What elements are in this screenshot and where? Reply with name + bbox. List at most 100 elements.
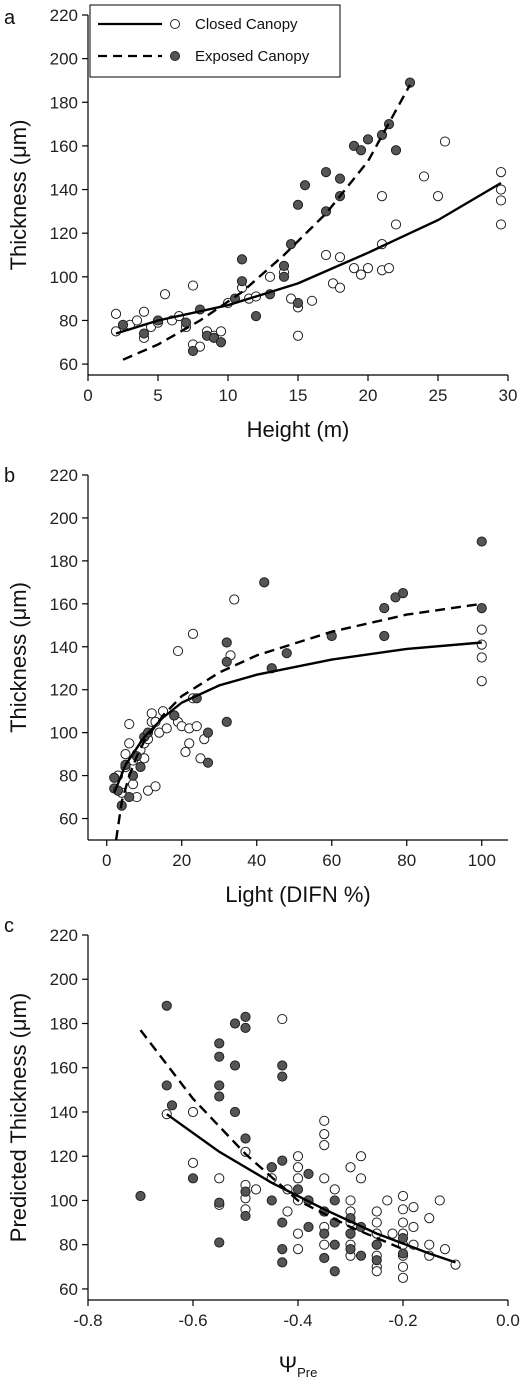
panel-a-closed-point [264,271,276,282]
panel-b-closed-fit-line [113,641,482,794]
legend-exposed-label: Exposed Canopy [195,48,310,65]
panel-c-closed-point [371,1206,382,1217]
panel-a-y-tick-label: 100 [50,268,78,287]
panel-a-y-tick-label: 160 [50,137,78,156]
panel-b-exposed-point [221,656,232,667]
legend-closed-label: Closed Canopy [195,16,298,33]
panel-b-y-tick-label: 220 [50,466,78,485]
panel-a-closed-point [292,330,304,341]
panel-a-closed-point [383,262,395,274]
panel-b-x-tick-label: 60 [322,851,341,870]
panel-a-exposed-point [299,180,311,191]
panel-c-closed-point [397,1261,409,1272]
panel-b-exposed-point [476,603,487,614]
panel-b-exposed-point [202,757,214,768]
panel-b-exposed-fit-line [114,602,482,841]
panel-a-exposed-point [180,317,192,328]
panel-b-exposed-point [202,727,214,738]
panel-c-exposed-point [229,1060,241,1071]
legend-exposed-marker [170,51,180,61]
panel-b-x-tick-label: 0 [102,851,111,870]
panel-b-closed-point [476,652,487,663]
panel-a-closed-point [159,289,171,300]
panel-c-closed-point [371,1217,382,1228]
panel-b-closed-point [120,749,131,760]
panel-c-closed-point [408,1221,419,1233]
panel-a-exposed-fit-line [122,84,412,361]
panel-b-closed-point [476,624,487,635]
panel-c-exposed-point [345,1244,356,1255]
panel-a-y-axis-label: Thickness (μm) [6,120,31,271]
panel-c-closed-point [424,1239,435,1250]
panel-a-y-tick-label: 220 [50,6,78,25]
panel-a-closed-point [131,315,143,326]
panel-a-closed-point [138,306,150,317]
panel-c-y-tick-label: 200 [50,970,78,989]
panel-c-closed-point [387,1228,398,1239]
panel-b-exposed-point [390,592,401,603]
panel-c-y-tick-label: 120 [50,1147,78,1166]
panel-c-x-tick-label: -0.6 [178,1311,207,1330]
panel-b-exposed-point [169,710,180,721]
panel-c-exposed-point [277,1217,288,1228]
panel-b-chart: b 60 80 100 120 140 160 180 200 220 0 20 40 60 80 100 T… [4,465,508,907]
panel-c-y-tick-label: 140 [50,1103,78,1122]
panel-b-y-tick-label: 200 [50,509,78,528]
panel-c-closed-point [292,1151,304,1162]
panel-c-exposed-point [371,1239,382,1250]
panel-c-closed-fit-line [166,1113,456,1264]
panel-c-x-tick-label: 0.0 [496,1311,520,1330]
panel-c-exposed-point [214,1091,225,1102]
panel-a-x-tick-label: 25 [429,386,448,405]
panel-a-x-tick-label: 15 [289,386,308,405]
panel-c-exposed-point [161,1080,172,1091]
panel-a-closed-point [495,219,507,230]
panel-b-y-axis-label: Thickness (μm) [6,582,31,733]
panel-a-y-tick-label: 120 [50,224,78,243]
panel-c-exposed-point [319,1252,330,1264]
panel-c-exposed-point [266,1195,277,1206]
panel-a-closed-point [390,219,402,230]
panel-a-chart: a Closed Canopy Exposed Canopy 608010012… [4,4,517,442]
panel-a-exposed-point [334,173,346,184]
panel-c-exposed-point [397,1248,409,1259]
panel-a-exposed-point [362,134,374,145]
panel-c-closed-point [424,1213,435,1224]
panel-b-exposed-point [124,791,135,803]
panel-a-x-tick-label: 5 [153,386,162,405]
panel-c-closed-point [355,1151,367,1162]
panel-c-closed-point [214,1173,225,1184]
panel-c-closed-point [329,1184,340,1195]
panel-a-exposed-point [250,310,262,322]
panel-c-closed-point [319,1140,330,1151]
panel-b-letter: b [4,465,15,487]
panel-c-exposed-point [277,1071,288,1082]
panel-a-closed-point [110,308,122,320]
panel-b-closed-point [476,639,487,650]
panel-a-exposed-point [236,276,248,287]
panel-c-exposed-point [329,1266,340,1277]
panel-b-closed-point [184,738,195,749]
panel-a-closed-point [348,262,360,274]
panel-c-exposed-point [319,1228,330,1239]
panel-c-exposed-point [229,1018,241,1029]
panel-c-exposed-point [371,1255,382,1266]
panel-c-closed-point [434,1195,445,1206]
panel-a-y-tick-label: 140 [50,181,78,200]
panel-b-closed-point [146,708,157,719]
panel-b-y-tick-label: 120 [50,681,78,700]
panel-a-x-axis-label: Height (m) [247,417,350,442]
panel-b-closed-point [195,753,206,764]
panel-a-exposed-point [138,328,150,339]
panel-c-exposed-point [161,1000,172,1011]
panel-b-closed-point [172,645,184,657]
panel-c-closed-point [292,1244,304,1255]
panel-c-closed-point [439,1244,451,1255]
panel-b-exposed-point [109,772,120,783]
panel-b-exposed-point [379,630,390,642]
panel-c-y-tick-label: 180 [50,1014,78,1033]
panel-b-exposed-point [397,587,409,599]
panel-c-closed-point [277,1013,288,1025]
panel-a-closed-point [334,282,346,293]
